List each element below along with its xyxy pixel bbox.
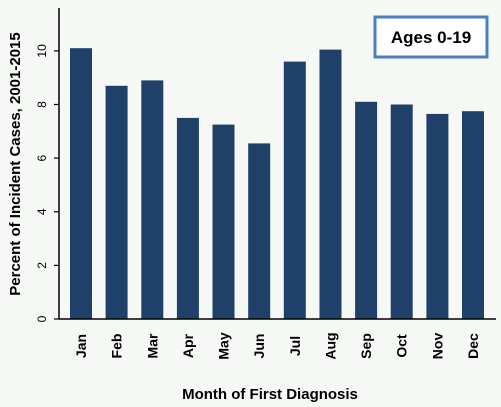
bar-dec — [462, 111, 484, 319]
y-tick-label-0: 0 — [35, 315, 49, 322]
bar-jan — [70, 48, 92, 319]
bar-jun — [248, 143, 271, 319]
bar-feb — [105, 85, 128, 320]
legend-box — [373, 15, 489, 59]
x-tick-label-jun: Jun — [251, 334, 267, 359]
legend-annotation: Ages 0-19 — [373, 15, 489, 59]
y-tick-label-10: 10 — [35, 44, 49, 58]
y-tick-label-4: 4 — [35, 208, 49, 215]
x-tick-label-dec: Dec — [465, 333, 481, 359]
x-tick-label-apr: Apr — [180, 333, 196, 358]
bar-may — [212, 124, 235, 319]
bar-oct — [390, 104, 413, 319]
x-tick-label-may: May — [216, 332, 232, 359]
x-tick-labels: Jan Feb Mar Apr May Jun Jul Aug Sep Oct Nov Dec — [73, 332, 481, 359]
x-tick-label-jan: Jan — [73, 334, 89, 358]
y-ticks: 0 2 4 6 8 10 — [35, 44, 59, 322]
x-tick-label-sep: Sep — [358, 333, 374, 359]
bar-sep — [355, 101, 378, 319]
y-tick-label-6: 6 — [35, 154, 49, 161]
y-axis-title: Percent of Incident Cases, 2001-2015 — [7, 32, 24, 295]
bar-aug — [319, 49, 342, 319]
y-tick-label-2: 2 — [35, 262, 49, 269]
x-tick-label-mar: Mar — [144, 333, 160, 358]
axes-layer — [58, 8, 496, 320]
bar-jul — [283, 61, 306, 319]
legend-label: Ages 0-19 — [391, 28, 471, 47]
x-tick-label-feb: Feb — [109, 334, 125, 359]
bar-apr — [176, 117, 199, 320]
x-tick-label-aug: Aug — [323, 332, 339, 359]
bar-mar — [141, 80, 164, 320]
x-tick-label-nov: Nov — [429, 333, 445, 360]
x-tick-label-jul: Jul — [287, 336, 303, 356]
y-tick-label-8: 8 — [35, 101, 49, 108]
bar-nov — [426, 113, 449, 320]
bars-layer — [70, 48, 484, 320]
x-axis-title: Month of First Diagnosis — [182, 386, 358, 403]
x-tick-label-oct: Oct — [394, 334, 410, 358]
